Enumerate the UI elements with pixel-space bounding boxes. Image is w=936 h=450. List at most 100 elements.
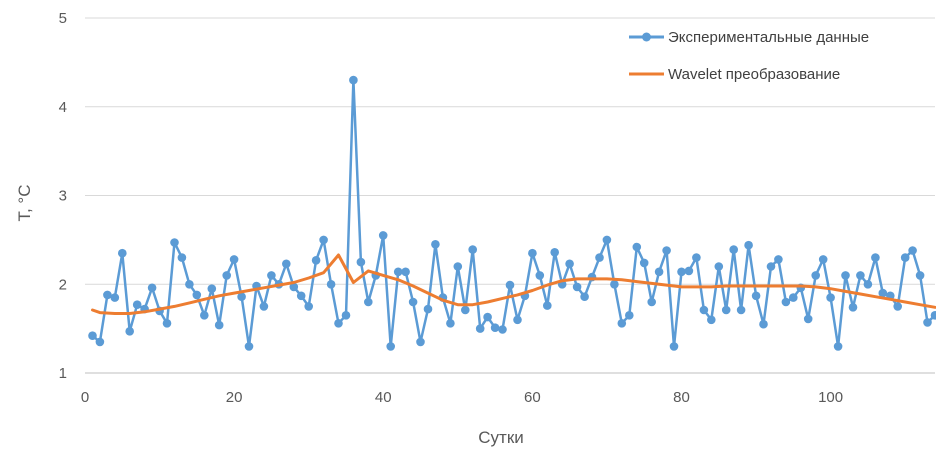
data-point	[177, 253, 187, 262]
data-point	[878, 288, 888, 298]
data-point	[416, 337, 425, 347]
legend-label-experimental: Экспериментальные данные	[668, 29, 869, 46]
x-axis-title: Сутки	[478, 428, 524, 447]
data-point	[856, 271, 865, 280]
legend-item-experimental: Экспериментальные данные	[629, 29, 869, 46]
data-point	[744, 240, 753, 250]
gridlines	[85, 17, 935, 285]
data-point	[162, 319, 172, 328]
data-point	[200, 311, 209, 320]
data-point	[423, 304, 433, 314]
data-point	[505, 280, 515, 290]
data-point	[610, 280, 619, 289]
data-point	[453, 262, 463, 271]
data-point	[789, 293, 798, 302]
data-point	[118, 248, 127, 258]
data-point	[125, 327, 134, 336]
data-point	[625, 311, 634, 320]
data-point	[871, 253, 880, 262]
data-point	[669, 342, 679, 351]
data-point	[222, 271, 231, 280]
data-point	[88, 331, 97, 341]
data-point	[654, 267, 664, 277]
data-point	[401, 267, 410, 277]
data-point	[692, 253, 701, 262]
data-point	[490, 323, 500, 333]
data-point	[304, 302, 314, 311]
data-point	[841, 271, 850, 280]
x-tick-label: 100	[818, 389, 843, 406]
data-point	[572, 282, 582, 292]
y-tick-label: 4	[59, 99, 67, 116]
data-point	[378, 231, 388, 240]
data-point	[356, 257, 366, 267]
data-point	[736, 305, 746, 315]
data-point	[528, 248, 537, 258]
data-point	[774, 255, 783, 264]
x-tick-label: 40	[375, 389, 392, 406]
data-point	[543, 301, 552, 310]
data-point	[267, 271, 276, 280]
data-point	[431, 240, 440, 249]
data-point	[617, 319, 627, 328]
x-tick-label: 60	[524, 389, 541, 406]
data-point	[699, 305, 709, 315]
data-point	[185, 280, 194, 289]
data-point	[229, 255, 239, 264]
data-point	[684, 266, 694, 276]
y-axis-title: T, °C	[15, 184, 34, 221]
data-point	[662, 246, 671, 255]
x-tick-label: 80	[673, 389, 690, 406]
data-point	[766, 262, 776, 271]
legend-item-wavelet: Wavelet преобразование	[629, 66, 840, 83]
data-point	[483, 312, 492, 322]
data-point	[580, 292, 589, 302]
data-point	[632, 242, 642, 252]
series-group	[88, 75, 936, 351]
data-point	[923, 318, 932, 327]
data-point	[319, 235, 328, 245]
data-point	[214, 320, 224, 330]
data-point	[811, 271, 820, 280]
series-line-experimental	[91, 78, 936, 348]
data-point	[781, 297, 791, 307]
data-point	[721, 305, 731, 315]
legend: Экспериментальные данные Wavelet преобра…	[629, 29, 869, 83]
data-point	[207, 284, 217, 294]
data-point	[326, 280, 336, 289]
series-line-wavelet	[91, 253, 936, 315]
data-point	[386, 342, 396, 351]
data-point	[677, 267, 686, 277]
y-tick-label: 5	[59, 10, 67, 27]
data-point	[826, 293, 835, 302]
data-point	[468, 245, 478, 254]
data-point	[110, 293, 120, 302]
data-point	[893, 302, 902, 311]
data-point	[103, 290, 112, 300]
data-point	[334, 319, 343, 328]
data-point	[602, 235, 612, 245]
y-tick-label: 3	[59, 188, 67, 205]
x-tick-label: 20	[226, 389, 243, 406]
data-point	[565, 259, 574, 269]
x-tick-label: 0	[81, 389, 89, 406]
data-point	[848, 303, 858, 312]
data-point	[535, 271, 545, 280]
data-point	[930, 311, 936, 320]
data-point	[863, 280, 873, 289]
data-point	[461, 305, 470, 315]
data-point	[170, 238, 179, 247]
data-point	[349, 75, 358, 85]
data-point	[513, 315, 522, 325]
data-point	[714, 262, 724, 271]
data-point	[192, 290, 202, 300]
data-point	[639, 258, 649, 268]
data-point	[550, 248, 559, 257]
data-point	[147, 283, 157, 293]
data-point	[341, 311, 351, 320]
data-point	[498, 325, 507, 334]
data-point	[759, 319, 768, 329]
series-experimental	[88, 75, 936, 351]
data-point	[803, 314, 813, 324]
